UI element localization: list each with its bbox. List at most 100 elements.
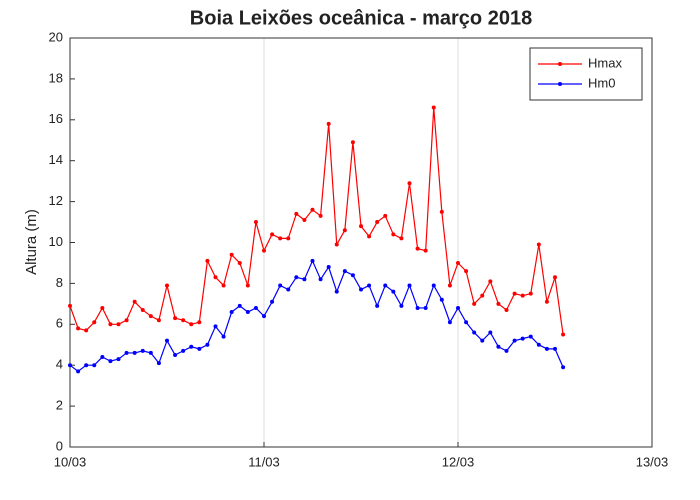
data-point [148,350,153,355]
data-point [464,269,469,274]
data-point [140,348,145,353]
data-point [140,307,145,312]
chart-title: Boia Leixões oceânica - março 2018 [190,7,532,29]
data-point [278,283,283,288]
data-point [472,301,477,306]
data-point [84,328,89,333]
y-tick-label: 8 [56,275,63,290]
data-point [504,348,509,353]
data-point [512,291,517,296]
data-point [431,283,436,288]
data-point [488,330,493,335]
data-point [165,283,169,288]
data-point [536,242,541,247]
data-point [197,320,202,325]
data-point [439,209,444,214]
x-tick-label: 10/03 [54,454,87,469]
data-point [383,213,388,218]
data-point [544,299,549,304]
data-point [399,236,404,241]
data-point [480,338,485,343]
data-point [213,275,218,280]
data-point [229,252,234,257]
data-point [326,121,331,126]
data-point [173,352,178,357]
data-point [318,213,323,218]
data-point [334,242,339,247]
data-point [253,305,258,310]
data-point [108,322,113,327]
plot-frame [69,37,653,448]
data-point [488,279,493,284]
data-point [156,361,161,366]
data-point [294,275,299,280]
data-point [294,211,299,216]
data-point [245,310,250,315]
data-point [512,338,517,343]
data-point [367,283,372,288]
y-tick-label: 12 [49,193,63,208]
data-point [561,332,566,337]
data-point [439,297,444,302]
data-point [342,228,347,233]
data-point [553,275,557,280]
data-point [447,283,452,288]
y-tick-label: 10 [49,234,63,249]
y-tick-label: 16 [49,111,63,126]
data-point [124,318,129,323]
data-point [92,320,97,325]
y-tick-label: 14 [49,152,63,167]
data-point [520,293,525,298]
data-point [132,350,137,355]
data-point [391,232,396,237]
data-point [544,346,549,351]
data-point [480,293,485,298]
data-point [84,363,89,368]
data-point [415,305,420,310]
legend-marker [558,82,562,86]
data-point [561,365,566,370]
data-point [270,232,275,237]
data-point [342,269,347,274]
data-point [359,287,363,292]
data-point [181,348,186,353]
data-point [221,283,226,288]
data-point [76,326,81,331]
data-point [237,303,242,308]
legend-box [529,47,643,101]
data-point [270,299,275,304]
data-point [456,260,460,265]
legend-label: Hm0 [588,75,615,90]
data-point [456,305,460,310]
data-point [391,289,396,294]
data-point [245,283,250,288]
x-tick-label: 11/03 [248,454,280,469]
data-point [431,105,436,110]
data-point [116,357,121,362]
data-point [553,346,557,351]
data-point [520,336,525,341]
data-point [262,314,266,319]
data-point [302,277,307,282]
data-point [205,342,210,347]
data-point [100,305,105,310]
y-tick-label: 0 [56,438,63,453]
data-point [148,314,153,319]
data-point [464,320,469,325]
y-tick-label: 18 [49,70,63,85]
data-point [302,218,307,223]
data-point [528,334,533,339]
legend-label: Hmax [588,55,622,70]
data-point [383,283,388,288]
data-point [375,303,380,308]
data-point [310,258,315,263]
data-point [504,307,509,312]
data-point [415,246,420,251]
data-point [181,318,186,323]
data-point [367,234,372,239]
data-point [173,316,178,321]
data-point [423,248,428,253]
x-tick-label: 13/03 [636,454,669,469]
y-tick-label: 4 [56,357,63,372]
